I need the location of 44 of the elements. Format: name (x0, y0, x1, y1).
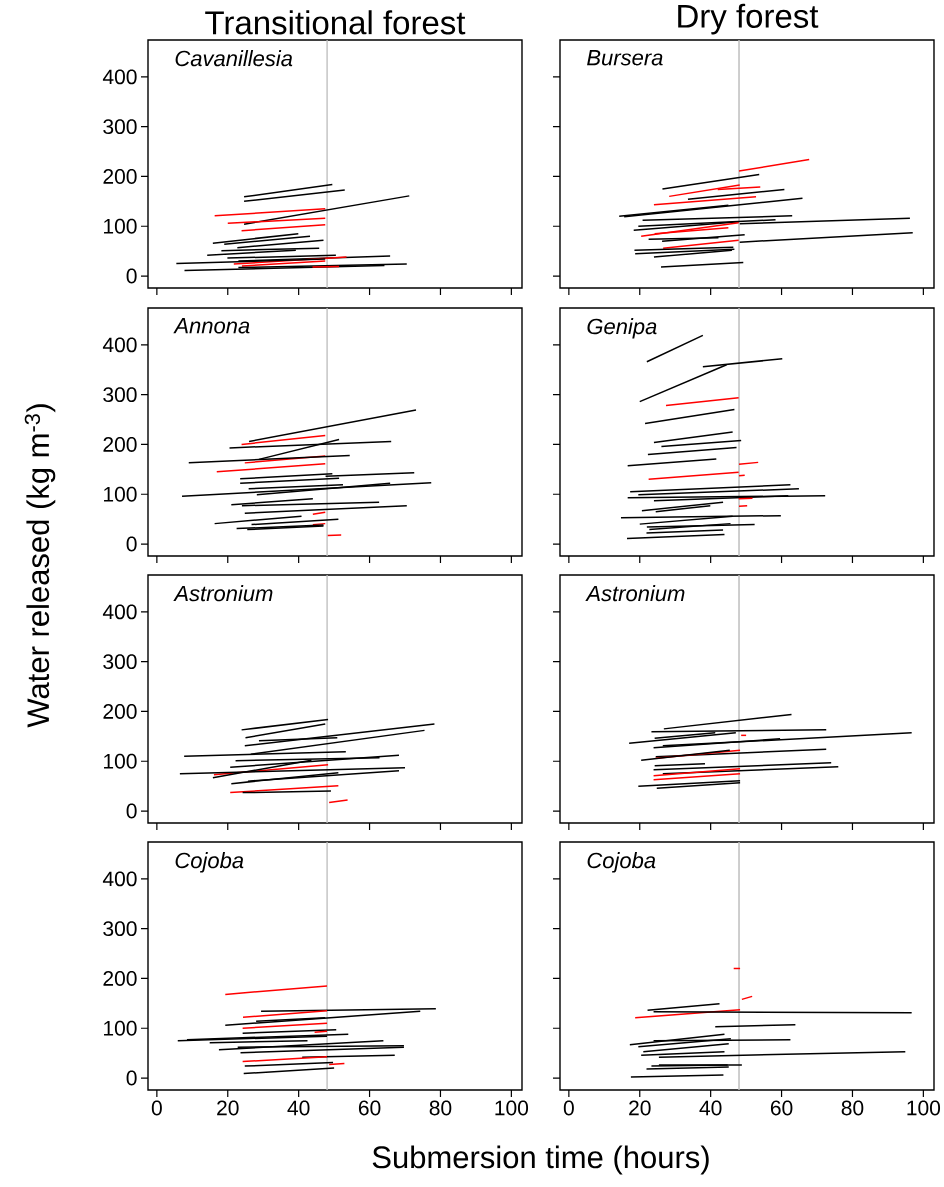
y-tick-label: 400 (102, 604, 137, 620)
annotation: Cavanillesia (175, 50, 293, 67)
y-tick-label: 200 (103, 169, 137, 184)
annotation: Astronium (173, 585, 273, 602)
x-tick-label: 80 (429, 1100, 452, 1116)
y-tick-label: 200 (103, 971, 137, 986)
y-tick-label: 200 (103, 437, 137, 452)
y-tick-label: 0 (126, 803, 137, 819)
y-tick-label: 300 (103, 654, 137, 670)
x-tick-label: 40 (699, 1100, 722, 1116)
y-axis-title: Water released (kg m$^{-3}$) (24, 404, 56, 728)
annotation: Genipa (587, 318, 657, 339)
x-tick-label: 60 (358, 1100, 381, 1116)
y-tick-label: 200 (103, 704, 137, 719)
annotation: Cojoba (175, 852, 244, 873)
x-axis-title: Submersion time (hours) (372, 1145, 709, 1175)
y-tick-label: 0 (126, 536, 137, 552)
annotation: Bursera (586, 50, 663, 66)
y-tick-label: 300 (103, 387, 137, 403)
y-tick-label: 0 (126, 1070, 137, 1086)
annotation: Cojoba (587, 852, 656, 873)
y-tick-label: 400 (102, 871, 137, 887)
annotation: Annona (173, 318, 250, 334)
y-tick-label: 400 (102, 69, 137, 85)
x-tick-label: 0 (563, 1100, 574, 1116)
annotation: Astronium (585, 585, 685, 602)
x-tick-label: 0 (151, 1100, 162, 1116)
y-tick-label: 400 (102, 337, 137, 353)
x-tick-label: 100 (907, 1100, 940, 1116)
y-tick-label: 100 (103, 486, 137, 502)
chart-title: Dry forest (678, 3, 819, 35)
y-tick-label: 300 (103, 921, 137, 937)
y-tick-label: 100 (103, 1020, 137, 1036)
x-tick-label: 100 (495, 1100, 528, 1116)
y-tick-label: 300 (103, 119, 137, 135)
y-tick-label: 100 (103, 218, 137, 234)
x-tick-label: 60 (770, 1100, 793, 1116)
x-tick-label: 20 (217, 1100, 239, 1116)
x-tick-label: 40 (287, 1100, 310, 1116)
x-tick-label: 80 (841, 1100, 864, 1116)
y-tick-label: 0 (126, 268, 137, 284)
y-tick-label: 100 (103, 753, 137, 769)
x-tick-label: 20 (629, 1100, 651, 1116)
chart-title: Transitional forest (205, 10, 466, 35)
